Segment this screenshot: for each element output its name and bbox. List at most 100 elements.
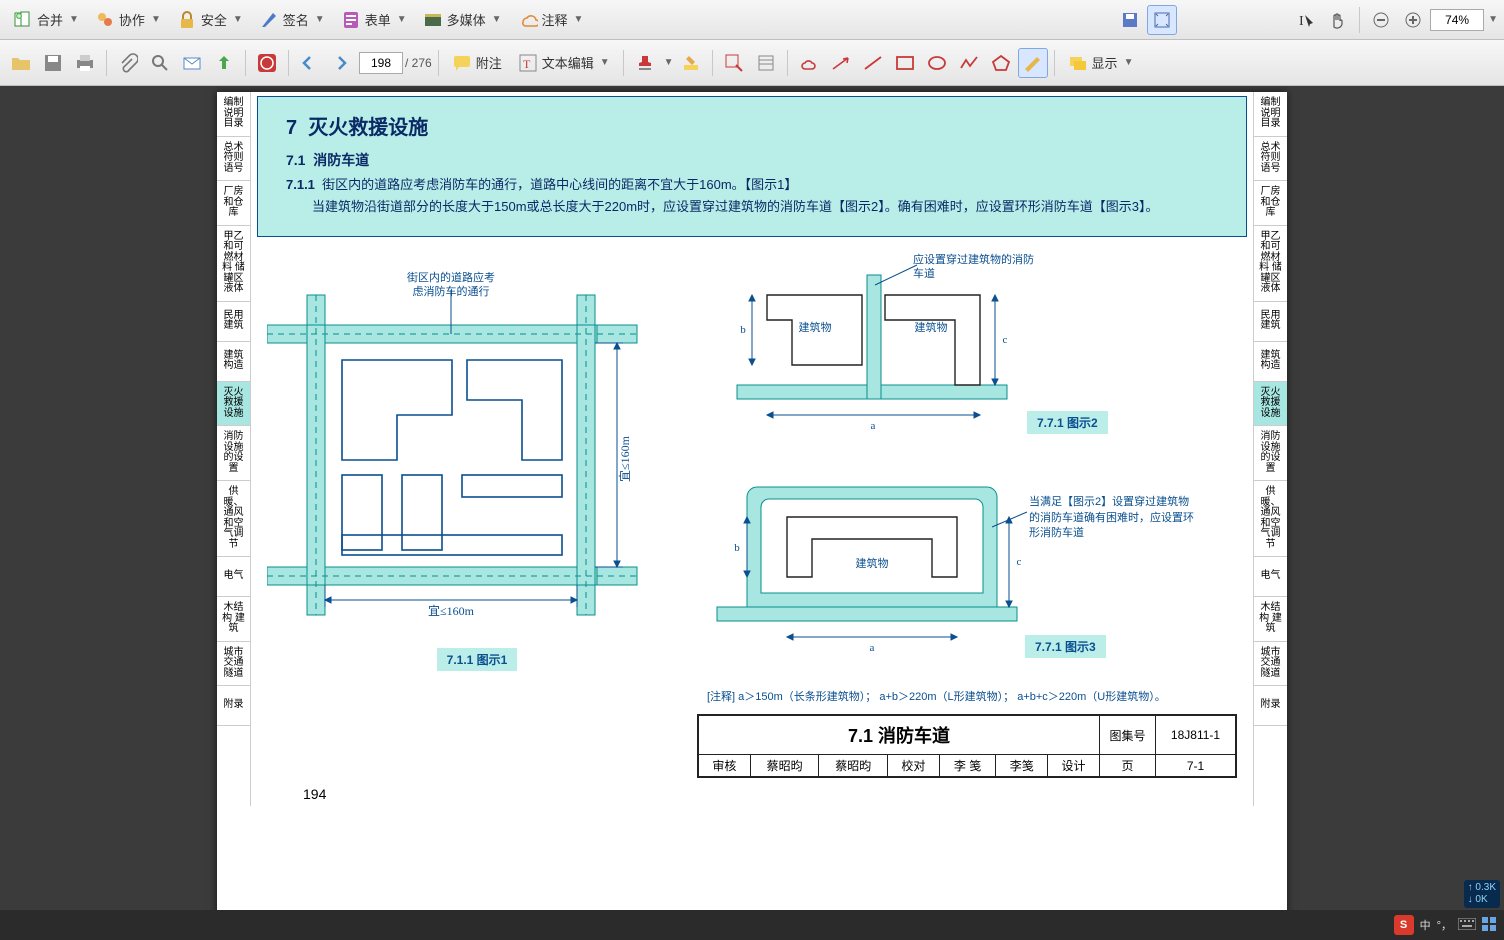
chapter-num: 7: [286, 117, 297, 139]
chevron-down-icon: ▼: [600, 57, 610, 68]
collab-icon: [95, 10, 115, 30]
media-button[interactable]: 多媒体▼: [416, 6, 509, 34]
index-tab[interactable]: 厂房 和仓库: [217, 181, 250, 226]
note-button[interactable]: 附注: [445, 49, 509, 77]
polygon-shape-button[interactable]: [986, 48, 1016, 78]
prev-page-button[interactable]: [295, 48, 325, 78]
index-tab[interactable]: 木结构 建筑: [1254, 597, 1287, 642]
page-layout-button[interactable]: [751, 48, 781, 78]
page-total: / 276: [405, 56, 432, 70]
page-number: 194: [257, 778, 1247, 806]
form-button[interactable]: 表单▼: [334, 6, 414, 34]
index-tab[interactable]: 城市 交通隧道: [217, 642, 250, 687]
fig2-dim-a: a: [871, 420, 876, 432]
index-tab[interactable]: 甲乙 和可燃材料 储罐区 液体: [1254, 226, 1287, 302]
text-select-button[interactable]: I: [1291, 5, 1321, 35]
save-button[interactable]: [1115, 5, 1145, 35]
svg-text:I: I: [1299, 14, 1304, 29]
cloud-shape-button[interactable]: [794, 48, 824, 78]
ellipse-shape-button[interactable]: [922, 48, 952, 78]
attach-button[interactable]: [113, 48, 143, 78]
merge-label: 合并: [37, 10, 63, 29]
polyline-shape-button[interactable]: [954, 48, 984, 78]
show-icon: [1068, 53, 1088, 73]
save-button-2[interactable]: [38, 48, 68, 78]
index-tab[interactable]: 建筑构造: [1254, 342, 1287, 382]
index-tab[interactable]: 消防设施 的设置: [217, 426, 250, 481]
ime-icon[interactable]: S: [1394, 915, 1414, 935]
document-page: 编制说明 目录总术符则语号厂房 和仓库甲乙 和可燃材料 储罐区 液体民用建筑建筑…: [217, 92, 1287, 940]
form-icon: [341, 10, 361, 30]
index-tab[interactable]: 民用建筑: [1254, 302, 1287, 342]
zoom-out-button[interactable]: [1366, 5, 1396, 35]
index-tab[interactable]: 消防设施 的设置: [1254, 426, 1287, 481]
zoom-in-button[interactable]: [1398, 5, 1428, 35]
index-tab[interactable]: 建筑构造: [217, 342, 250, 382]
index-tab[interactable]: 灭火救援 设施: [1254, 382, 1287, 427]
sign-button[interactable]: 签名▼: [252, 6, 332, 34]
upload-button[interactable]: [209, 48, 239, 78]
index-tab[interactable]: 灭火救援 设施: [217, 382, 250, 427]
index-tab[interactable]: 供暖、通风 和空气调节: [217, 481, 250, 557]
arrow-shape-button[interactable]: [826, 48, 856, 78]
line-shape-button[interactable]: [858, 48, 888, 78]
comment-button[interactable]: 注释▼: [511, 6, 591, 34]
next-page-button[interactable]: [327, 48, 357, 78]
pencil-tool-button[interactable]: [1018, 48, 1048, 78]
index-tab[interactable]: 供暖、通风 和空气调节: [1254, 481, 1287, 557]
clause-text-2: 当建筑物沿街道部分的长度大于150m或总长度大于220m时，应设置穿过建筑物的消…: [286, 196, 1224, 218]
ime-punct[interactable]: °，: [1437, 917, 1452, 933]
index-tab[interactable]: 附录: [217, 686, 250, 726]
hand-tool-button[interactable]: [1323, 5, 1353, 35]
index-tab[interactable]: 木结构 建筑: [217, 597, 250, 642]
fig2-bld-l: 建筑物: [799, 320, 832, 334]
tb-title: 7.1 消防车道: [699, 716, 1100, 755]
ime-lang[interactable]: 中: [1420, 917, 1431, 933]
note-label: 附注: [476, 53, 502, 72]
page-input[interactable]: [359, 52, 403, 74]
index-tab[interactable]: 总术符则语号: [1254, 137, 1287, 182]
fig3-dim-b: b: [734, 542, 740, 554]
index-tab[interactable]: 总术符则语号: [217, 137, 250, 182]
clause-text-1: 街区内的道路应考虑消防车的通行，道路中心线间的距离不宜大于160m。【图示1】: [322, 177, 797, 192]
rect-shape-button[interactable]: [890, 48, 920, 78]
merge-button[interactable]: 合并▼: [6, 6, 86, 34]
stamp-button[interactable]: [252, 48, 282, 78]
fig3-dim-a: a: [870, 642, 875, 654]
index-tab[interactable]: 附录: [1254, 686, 1287, 726]
index-tab[interactable]: 厂房 和仓库: [1254, 181, 1287, 226]
merge-icon: [13, 10, 33, 30]
fit-page-button[interactable]: [1147, 5, 1177, 35]
zoom-input[interactable]: [1430, 9, 1484, 31]
clause-num: 7.1.1: [286, 177, 315, 192]
index-tab[interactable]: 民用建筑: [217, 302, 250, 342]
collab-button[interactable]: 协作▼: [88, 6, 168, 34]
fig1-dim-h: 宜≤160m: [617, 436, 632, 483]
index-tab[interactable]: 电气: [1254, 557, 1287, 597]
index-tab[interactable]: 电气: [217, 557, 250, 597]
index-tab[interactable]: 甲乙 和可燃材料 储罐区 液体: [217, 226, 250, 302]
email-button[interactable]: [177, 48, 207, 78]
zoom-area-button[interactable]: [719, 48, 749, 78]
index-tab[interactable]: 城市 交通隧道: [1254, 642, 1287, 687]
chapter-title: 灭火救援设施: [308, 117, 428, 139]
secure-button[interactable]: 安全▼: [170, 6, 250, 34]
chevron-down-icon: ▼: [574, 14, 584, 25]
ime-grid-icon[interactable]: [1482, 917, 1496, 934]
page-content: 7 灭火救援设施 7.1 消防车道 7.1.1 街区内的道路应考虑消防车的通行，…: [251, 92, 1253, 806]
media-label: 多媒体: [447, 10, 486, 29]
document-viewport[interactable]: 编制说明 目录总术符则语号厂房 和仓库甲乙 和可燃材料 储罐区 液体民用建筑建筑…: [0, 86, 1504, 940]
highlight-button[interactable]: [676, 48, 706, 78]
index-tab[interactable]: 编制说明 目录: [217, 92, 250, 137]
open-button[interactable]: [6, 48, 36, 78]
search-button[interactable]: [145, 48, 175, 78]
ime-keyboard-icon[interactable]: [1458, 918, 1476, 933]
show-button[interactable]: 显示▼: [1061, 49, 1141, 77]
stamp-tool-button[interactable]: [630, 48, 660, 78]
fig3-caption: 7.7.1 图示3: [1025, 635, 1106, 658]
secondary-toolbar: / 276 附注 T文本编辑▼ ▼ 显示▼: [0, 40, 1504, 86]
print-button[interactable]: [70, 48, 100, 78]
textedit-button[interactable]: T文本编辑▼: [511, 49, 617, 77]
index-tab[interactable]: 编制说明 目录: [1254, 92, 1287, 137]
speed-dn: ↓ 0K: [1468, 894, 1496, 906]
